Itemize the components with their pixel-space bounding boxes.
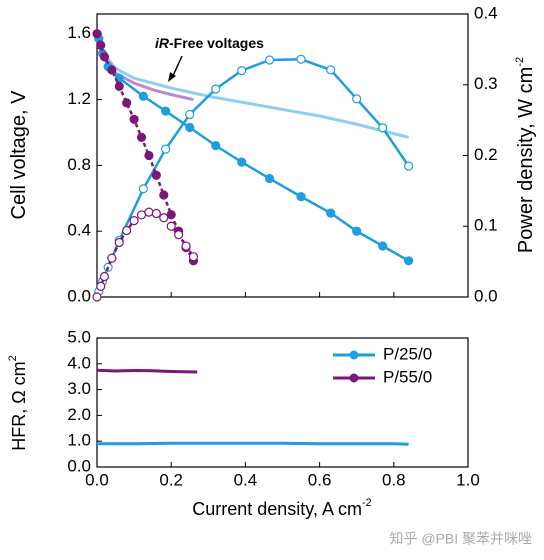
data-point xyxy=(151,208,161,219)
x-tick-label: 0.6 xyxy=(308,470,332,489)
data-point xyxy=(181,241,191,251)
series-line xyxy=(97,38,410,262)
data-point xyxy=(161,106,171,116)
data-point xyxy=(144,207,154,217)
data-point xyxy=(129,114,139,124)
annotation-text: -Free voltages xyxy=(169,35,264,51)
data-point xyxy=(174,230,184,240)
data-point xyxy=(352,226,362,236)
data-point xyxy=(99,271,110,282)
data-point xyxy=(114,237,124,248)
data-point xyxy=(107,253,117,263)
data-point xyxy=(237,65,247,76)
y2-axis-title: Power density, W cm-2 xyxy=(514,57,537,253)
plot-frame xyxy=(96,337,469,468)
legend-marker xyxy=(349,350,359,360)
y2-tick-label: 0.0 xyxy=(474,286,498,305)
y-tick-label: 0.0 xyxy=(67,286,91,305)
data-point xyxy=(352,94,362,104)
x-tick-label: 1.0 xyxy=(456,470,480,489)
annotation-arrow xyxy=(171,55,183,79)
data-point xyxy=(296,54,306,64)
data-point xyxy=(122,225,132,236)
data-point xyxy=(136,210,147,220)
hfr-axis-title-text: HFR, Ω cm xyxy=(9,361,29,450)
x-tick-label: 0.2 xyxy=(159,470,183,489)
x-axis-title-text: Current density, A cm xyxy=(192,499,362,519)
data-point xyxy=(122,98,132,108)
data-point xyxy=(144,150,154,161)
data-point xyxy=(151,170,161,180)
data-point xyxy=(237,157,247,167)
series-line xyxy=(96,368,198,374)
data-point xyxy=(107,65,117,75)
x-axis-title-sup: -2 xyxy=(362,497,372,509)
hfr-axis-title: HFR, Ω cm2 xyxy=(7,355,29,451)
y-tick-label: 2.0 xyxy=(67,405,91,424)
series-line xyxy=(99,49,410,139)
y2-tick-label: 0.4 xyxy=(474,3,498,22)
data-point xyxy=(136,132,147,143)
y-tick-label: 0.8 xyxy=(67,155,91,174)
y2-tick-label: 0.3 xyxy=(474,74,498,93)
annotation-italic: iR xyxy=(155,35,170,51)
data-point xyxy=(264,173,275,184)
data-point xyxy=(211,84,221,94)
y2-tick-label: 0.2 xyxy=(474,145,498,164)
data-point xyxy=(404,256,414,266)
x-tick-label: 0.4 xyxy=(234,470,258,489)
y-axis-title-text: Cell voltage, V xyxy=(8,90,30,220)
data-point xyxy=(161,144,171,154)
data-point xyxy=(264,55,275,65)
data-point xyxy=(99,52,110,62)
y-tick-label: 3.0 xyxy=(67,379,91,398)
legend-label: P/55/0 xyxy=(383,367,432,386)
x-tick-label: 0.0 xyxy=(85,470,109,489)
data-point xyxy=(185,109,195,120)
y-axis-title: Cell voltage, V xyxy=(8,90,30,220)
data-point xyxy=(96,40,106,50)
data-point xyxy=(92,29,102,39)
data-point xyxy=(159,213,169,223)
series-line xyxy=(97,441,409,446)
y2-axis-title-text: Power density, W cm xyxy=(515,67,537,253)
y2-tick-label: 0.1 xyxy=(474,216,498,235)
data-point xyxy=(404,161,414,171)
x-axis-title: Current density, A cm-2 xyxy=(192,497,372,519)
data-point xyxy=(114,81,124,91)
y2-axis-title-sup: -2 xyxy=(514,57,526,67)
data-point xyxy=(296,192,306,202)
y-tick-label: 1.0 xyxy=(67,431,91,450)
data-point xyxy=(166,210,176,220)
y-tick-label: 0.4 xyxy=(67,221,91,240)
data-point xyxy=(326,208,336,218)
y-tick-label: 5.0 xyxy=(67,327,91,346)
legend-marker xyxy=(349,373,359,383)
data-point xyxy=(188,252,199,262)
data-point xyxy=(92,292,102,302)
data-point xyxy=(159,190,169,200)
x-tick-label: 0.8 xyxy=(382,470,406,489)
data-point xyxy=(138,184,148,194)
y-tick-label: 1.2 xyxy=(67,89,91,108)
data-point xyxy=(166,221,176,231)
data-point xyxy=(326,65,336,75)
data-point xyxy=(138,91,148,101)
y-tick-label: 0.0 xyxy=(67,456,91,475)
data-point xyxy=(96,281,106,291)
data-point xyxy=(211,141,221,151)
data-point xyxy=(378,123,388,133)
annotation: iR-Free voltages xyxy=(155,35,264,51)
hfr-axis-title-sup: 2 xyxy=(7,355,19,361)
data-point xyxy=(185,122,195,133)
annotation-arrowhead xyxy=(168,72,176,82)
y-tick-label: 1.6 xyxy=(67,23,91,42)
legend-label: P/25/0 xyxy=(383,344,432,363)
y-tick-label: 4.0 xyxy=(67,353,91,372)
watermark: 知乎 @PBI 聚苯并咪唑 xyxy=(389,531,532,547)
data-point xyxy=(129,215,139,226)
data-point xyxy=(378,241,388,251)
